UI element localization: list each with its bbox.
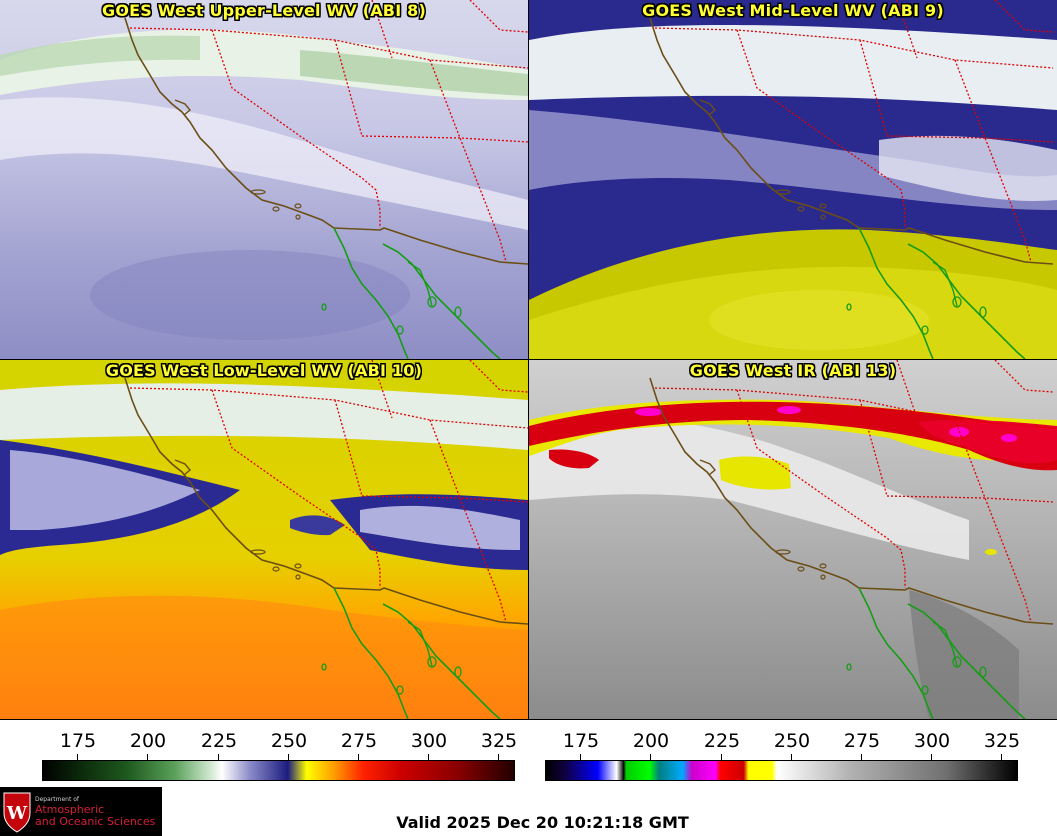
map-low-level-wv <box>0 360 528 719</box>
colorbar-ir-tick <box>791 754 792 760</box>
valid-time: Valid 2025 Dec 20 10:21:18 GMT <box>396 813 689 832</box>
colorbar-ir-tick <box>1001 754 1002 760</box>
colorbar-wv-tick <box>288 754 289 760</box>
colorbar-wv-tick <box>358 754 359 760</box>
colorbar-ir-tick-label: 175 <box>562 730 600 752</box>
crest-letter: W <box>6 803 28 824</box>
colorbar-ir-tick <box>580 754 581 760</box>
logo-line2: and Oceanic Sciences <box>35 815 156 828</box>
colorbar-ir-tick <box>931 754 932 760</box>
colorbar-ir-tick-label: 275 <box>843 730 881 752</box>
logo-dept-text: Department of <box>35 796 79 803</box>
panel-title: GOES West Upper-Level WV (ABI 8) <box>102 1 426 20</box>
panel-divider-vertical <box>528 0 529 720</box>
colorbar-wv-tick <box>77 754 78 760</box>
panel-divider-bottom <box>0 719 1057 720</box>
colorbar-ir-tick-label: 325 <box>983 730 1021 752</box>
panel-mid-level-wv: GOES West Mid-Level WV (ABI 9) <box>529 0 1057 359</box>
colorbar-ir-tick <box>861 754 862 760</box>
colorbar-wv-tick <box>218 754 219 760</box>
colorbar-wv-tick-label: 200 <box>129 730 167 752</box>
colorbar-wv-tick-label: 325 <box>480 730 518 752</box>
colorbar-ir-tick-label: 300 <box>913 730 951 752</box>
panel-title: GOES West Mid-Level WV (ABI 9) <box>642 1 944 20</box>
panel-divider-horizontal <box>0 359 1057 360</box>
colorbar-ir <box>545 760 1018 781</box>
panel-ir: GOES West IR (ABI 13) <box>529 360 1057 719</box>
colorbar-wv-tick-label: 250 <box>270 730 308 752</box>
crest-icon: W <box>3 792 31 833</box>
panel-low-level-wv: GOES West Low-Level WV (ABI 10) <box>0 360 528 719</box>
colorbar-ir-tick-label: 225 <box>703 730 741 752</box>
colorbar-wv-tick <box>428 754 429 760</box>
colorbar-wv-tick-label: 275 <box>340 730 378 752</box>
panel-title: GOES West IR (ABI 13) <box>689 361 897 380</box>
colorbar-ir-tick <box>721 754 722 760</box>
panel-title: GOES West Low-Level WV (ABI 10) <box>105 361 423 380</box>
map-upper-level-wv <box>0 0 528 359</box>
aos-logo: W Department of Atmospheric and Oceanic … <box>0 787 162 836</box>
colorbar-ir-tick-label: 200 <box>632 730 670 752</box>
colorbar-wv-tick-label: 300 <box>410 730 448 752</box>
logo-line1: Atmospheric <box>35 803 105 816</box>
map-mid-level-wv <box>529 0 1057 359</box>
colorbar-ir-tick-label: 250 <box>773 730 811 752</box>
colorbar-wv-tick <box>147 754 148 760</box>
colorbar-ir-tick <box>650 754 651 760</box>
colorbar-wv-tick-label: 175 <box>59 730 97 752</box>
colorbar-wv-tick-label: 225 <box>200 730 238 752</box>
panel-upper-level-wv: GOES West Upper-Level WV (ABI 8) <box>0 0 528 359</box>
colorbar-wv-tick <box>498 754 499 760</box>
colorbar-wv <box>42 760 515 781</box>
map-ir <box>529 360 1057 719</box>
